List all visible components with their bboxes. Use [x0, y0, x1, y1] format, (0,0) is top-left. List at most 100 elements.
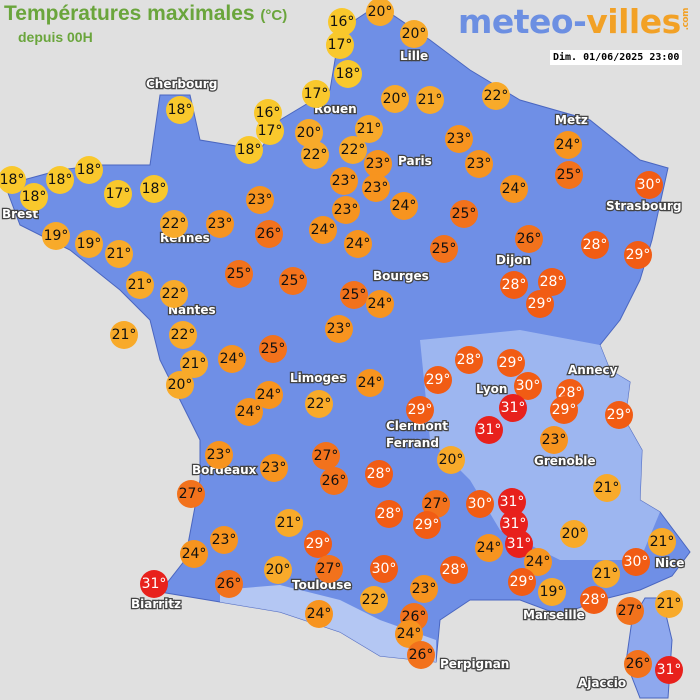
temperature-marker: 23° [332, 196, 360, 224]
temperature-marker: 29° [424, 366, 452, 394]
temperature-value: 17° [106, 186, 131, 202]
temperature-marker: 22° [301, 141, 329, 169]
temperature-marker: 23° [410, 575, 438, 603]
temperature-marker: 23° [210, 526, 238, 554]
temperature-dot [410, 575, 438, 603]
temperature-value: 28° [377, 506, 402, 522]
temperature-dot [75, 156, 103, 184]
temperature-value: 24° [502, 181, 527, 197]
title-unit: (°C) [260, 7, 288, 24]
temperature-value: 21° [112, 327, 137, 343]
temperature-value: 28° [367, 466, 392, 482]
temperature-marker: 29° [497, 349, 525, 377]
temperature-dot [166, 371, 194, 399]
temperature-dot [169, 321, 197, 349]
temperature-dot [302, 80, 330, 108]
temperature-marker: 22° [360, 586, 388, 614]
temperature-marker: 18° [235, 136, 263, 164]
temperature-dot [218, 345, 246, 373]
temperature-dot [635, 171, 663, 199]
temperature-marker: 24° [390, 192, 418, 220]
temperature-value: 24° [392, 198, 417, 214]
temperature-marker: 19° [538, 578, 566, 606]
temperature-dot [339, 136, 367, 164]
temperature-dot [550, 396, 578, 424]
temperature-dot [370, 555, 398, 583]
temperature-dot [624, 650, 652, 678]
temperature-marker: 24° [524, 548, 552, 576]
temperature-dot [360, 586, 388, 614]
city-label: Ajaccio [578, 676, 626, 690]
temperature-value: 21° [357, 121, 382, 137]
temperature-value: 27° [424, 496, 449, 512]
temperature-marker: 17° [104, 180, 132, 208]
temperature-value: 23° [412, 581, 437, 597]
temperature-marker: 29° [550, 396, 578, 424]
temperature-dot [264, 556, 292, 584]
temperature-value: 22° [362, 592, 387, 608]
temperature-marker: 28° [365, 460, 393, 488]
temperature-marker: 30° [635, 171, 663, 199]
temperature-marker: 23° [540, 426, 568, 454]
temperature-dot [215, 570, 243, 598]
temperature-dot [140, 570, 168, 598]
temperature-dot [390, 192, 418, 220]
temperature-marker: 25° [450, 200, 478, 228]
temperature-value: 26° [217, 576, 242, 592]
temperature-value: 31° [500, 494, 525, 510]
temperature-marker: 20° [381, 85, 409, 113]
temperature-marker: 24° [344, 230, 372, 258]
temperature-dot [416, 86, 444, 114]
temperature-dot [334, 60, 362, 88]
temperature-value: 31° [657, 662, 682, 678]
temperature-dot [375, 500, 403, 528]
temperature-value: 17° [328, 37, 353, 53]
temperature-marker: 22° [305, 390, 333, 418]
temperature-value: 18° [168, 102, 193, 118]
temperature-marker: 20° [400, 20, 428, 48]
temperature-marker: 18° [140, 175, 168, 203]
temperature-value: 20° [368, 4, 393, 20]
temperature-dot [344, 230, 372, 258]
temperature-marker: 16° [328, 8, 356, 36]
temperature-value: 23° [207, 447, 232, 463]
city-label: Annecy [568, 363, 618, 377]
temperature-dot [555, 161, 583, 189]
temperature-value: 22° [341, 142, 366, 158]
temperature-dot [538, 268, 566, 296]
temperature-dot [205, 441, 233, 469]
temperature-dot [180, 540, 208, 568]
temperature-marker: 18° [166, 96, 194, 124]
temperature-value: 23° [208, 216, 233, 232]
temperature-value: 29° [626, 247, 651, 263]
temperature-value: 29° [426, 372, 451, 388]
temperature-marker: 20° [264, 556, 292, 584]
temperature-dot [524, 548, 552, 576]
temperature-dot [105, 240, 133, 268]
logo-tld: .com [680, 8, 691, 31]
temperature-marker: 18° [75, 156, 103, 184]
temperature-marker: 28° [500, 271, 528, 299]
temperature-value: 30° [637, 177, 662, 193]
temperature-marker: 28° [580, 586, 608, 614]
temperature-dot [466, 490, 494, 518]
city-label: Cherbourg [146, 77, 217, 91]
temperature-value: 25° [227, 266, 252, 282]
temperature-dot [246, 186, 274, 214]
temperature-marker: 21° [416, 86, 444, 114]
temperature-value: 26° [626, 656, 651, 672]
city-label: Ferrand [386, 436, 439, 450]
temperature-marker: 17° [302, 80, 330, 108]
temperature-marker: 30° [370, 555, 398, 583]
temperature-value: 23° [262, 460, 287, 476]
temperature-dot [340, 281, 368, 309]
temperature-value: 23° [248, 192, 273, 208]
temperature-marker: 21° [180, 350, 208, 378]
temperature-marker: 30° [466, 490, 494, 518]
temperature-marker: 28° [538, 268, 566, 296]
temperature-value: 20° [562, 526, 587, 542]
temperature-value: 24° [307, 606, 332, 622]
temperature-marker: 27° [422, 490, 450, 518]
temperature-value: 20° [402, 26, 427, 42]
